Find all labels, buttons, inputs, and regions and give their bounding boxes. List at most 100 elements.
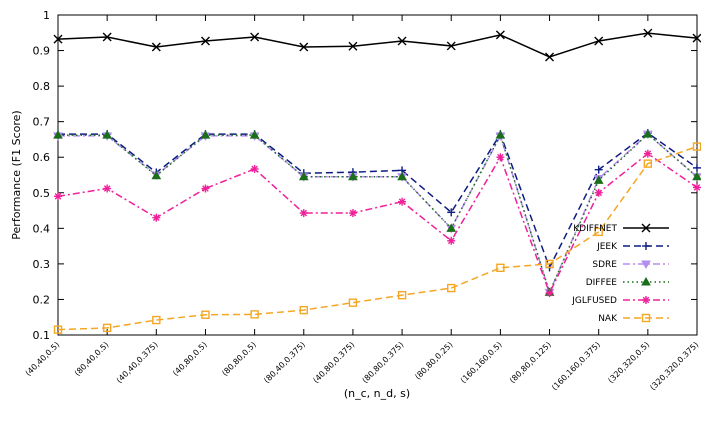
marker <box>642 129 653 138</box>
marker-stroke <box>546 289 553 297</box>
y-axis-title: Performance (F1 Score) <box>10 110 23 239</box>
x-tick-label: (80,80,0.375) <box>361 340 406 385</box>
marker-shape <box>397 290 407 300</box>
marker-stroke <box>151 42 161 52</box>
y-tick-label: 0.4 <box>33 222 51 235</box>
legend-label: DIFFEE <box>586 278 618 288</box>
marker-shape <box>298 171 309 181</box>
marker-stroke <box>643 28 653 38</box>
marker-shape <box>299 305 308 315</box>
marker-shape <box>53 130 63 139</box>
marker-shape <box>200 130 211 139</box>
marker <box>398 197 407 206</box>
y-tick-label: 0.5 <box>33 187 51 200</box>
marker-stroke <box>545 52 555 62</box>
x-tick-label: (80,40,0.5) <box>73 340 111 378</box>
marker-stroke <box>398 198 406 205</box>
legend-label: SDRE <box>592 260 617 270</box>
marker-stroke <box>595 189 602 197</box>
x-tick-label: (160,160,0.375) <box>550 340 602 392</box>
marker <box>298 171 309 181</box>
marker <box>152 213 161 222</box>
marker <box>446 223 457 232</box>
series-line <box>58 132 698 270</box>
series-line <box>57 145 698 331</box>
marker-stroke <box>348 41 358 51</box>
marker-stroke <box>153 214 160 221</box>
marker <box>201 310 210 319</box>
marker-stroke <box>349 209 357 217</box>
marker-stroke <box>250 32 260 42</box>
marker <box>54 192 62 201</box>
marker-shape <box>102 130 113 139</box>
marker <box>692 33 701 43</box>
marker <box>545 259 554 269</box>
x-tick-label: (40,80,0.5) <box>171 340 209 378</box>
marker-stroke <box>200 36 210 46</box>
legend-label: NAK <box>598 314 618 324</box>
marker-stroke <box>397 36 407 46</box>
marker <box>348 41 358 51</box>
marker-shape <box>643 159 653 168</box>
marker <box>641 276 651 286</box>
marker <box>299 42 309 52</box>
marker-stroke <box>102 32 112 42</box>
marker <box>495 130 506 139</box>
marker-stroke <box>251 165 258 173</box>
marker <box>593 175 604 184</box>
x-axis-title: (n_c, n_d, s) <box>344 387 410 400</box>
marker <box>348 298 358 307</box>
marker <box>642 296 650 304</box>
marker <box>348 209 357 218</box>
x-tick-label: (40,40,0.5) <box>24 340 62 378</box>
marker-stroke <box>447 237 455 245</box>
marker <box>693 163 701 172</box>
marker-stroke <box>594 36 604 46</box>
marker-stroke <box>497 153 504 161</box>
x-tick-label: (320,320,0.375) <box>648 340 700 392</box>
marker <box>250 310 259 319</box>
marker <box>53 130 63 139</box>
marker <box>299 209 308 218</box>
marker-shape <box>692 171 701 181</box>
marker <box>446 41 456 51</box>
y-tick-label: 0.3 <box>33 258 51 271</box>
marker <box>102 32 112 42</box>
marker-stroke <box>54 193 62 200</box>
marker <box>151 42 161 52</box>
marker <box>250 164 259 173</box>
marker <box>151 170 162 180</box>
marker <box>594 36 604 46</box>
marker <box>496 263 505 272</box>
marker-shape <box>348 298 358 307</box>
marker-shape <box>53 325 63 334</box>
marker <box>299 305 308 315</box>
marker <box>545 52 555 62</box>
marker <box>348 171 358 181</box>
marker <box>53 325 63 334</box>
marker-shape <box>446 223 457 232</box>
x-tick-label: (80,80,0.125) <box>508 340 553 385</box>
marker-stroke <box>53 34 63 44</box>
x-tick-label: (160,160,0.5) <box>459 340 504 385</box>
marker <box>200 130 211 139</box>
marker <box>594 188 603 197</box>
marker <box>641 260 651 270</box>
marker-shape <box>397 171 407 181</box>
marker-shape <box>151 170 162 180</box>
y-tick-label: 1 <box>43 9 50 22</box>
y-tick-label: 0.1 <box>33 329 51 342</box>
marker <box>53 34 63 44</box>
marker-stroke <box>641 223 651 233</box>
marker <box>397 36 407 46</box>
y-tick-label: 0.6 <box>33 151 51 164</box>
marker-stroke <box>299 42 309 52</box>
x-tick-label: (80,80,0.25) <box>413 340 454 381</box>
marker-stroke <box>644 150 652 157</box>
legend-label: KDIFFNET <box>573 224 617 234</box>
marker-shape <box>495 130 506 139</box>
y-tick-label: 0.2 <box>33 293 51 306</box>
legend-label: JGLFUSED <box>571 296 617 306</box>
marker-stroke <box>300 209 308 217</box>
